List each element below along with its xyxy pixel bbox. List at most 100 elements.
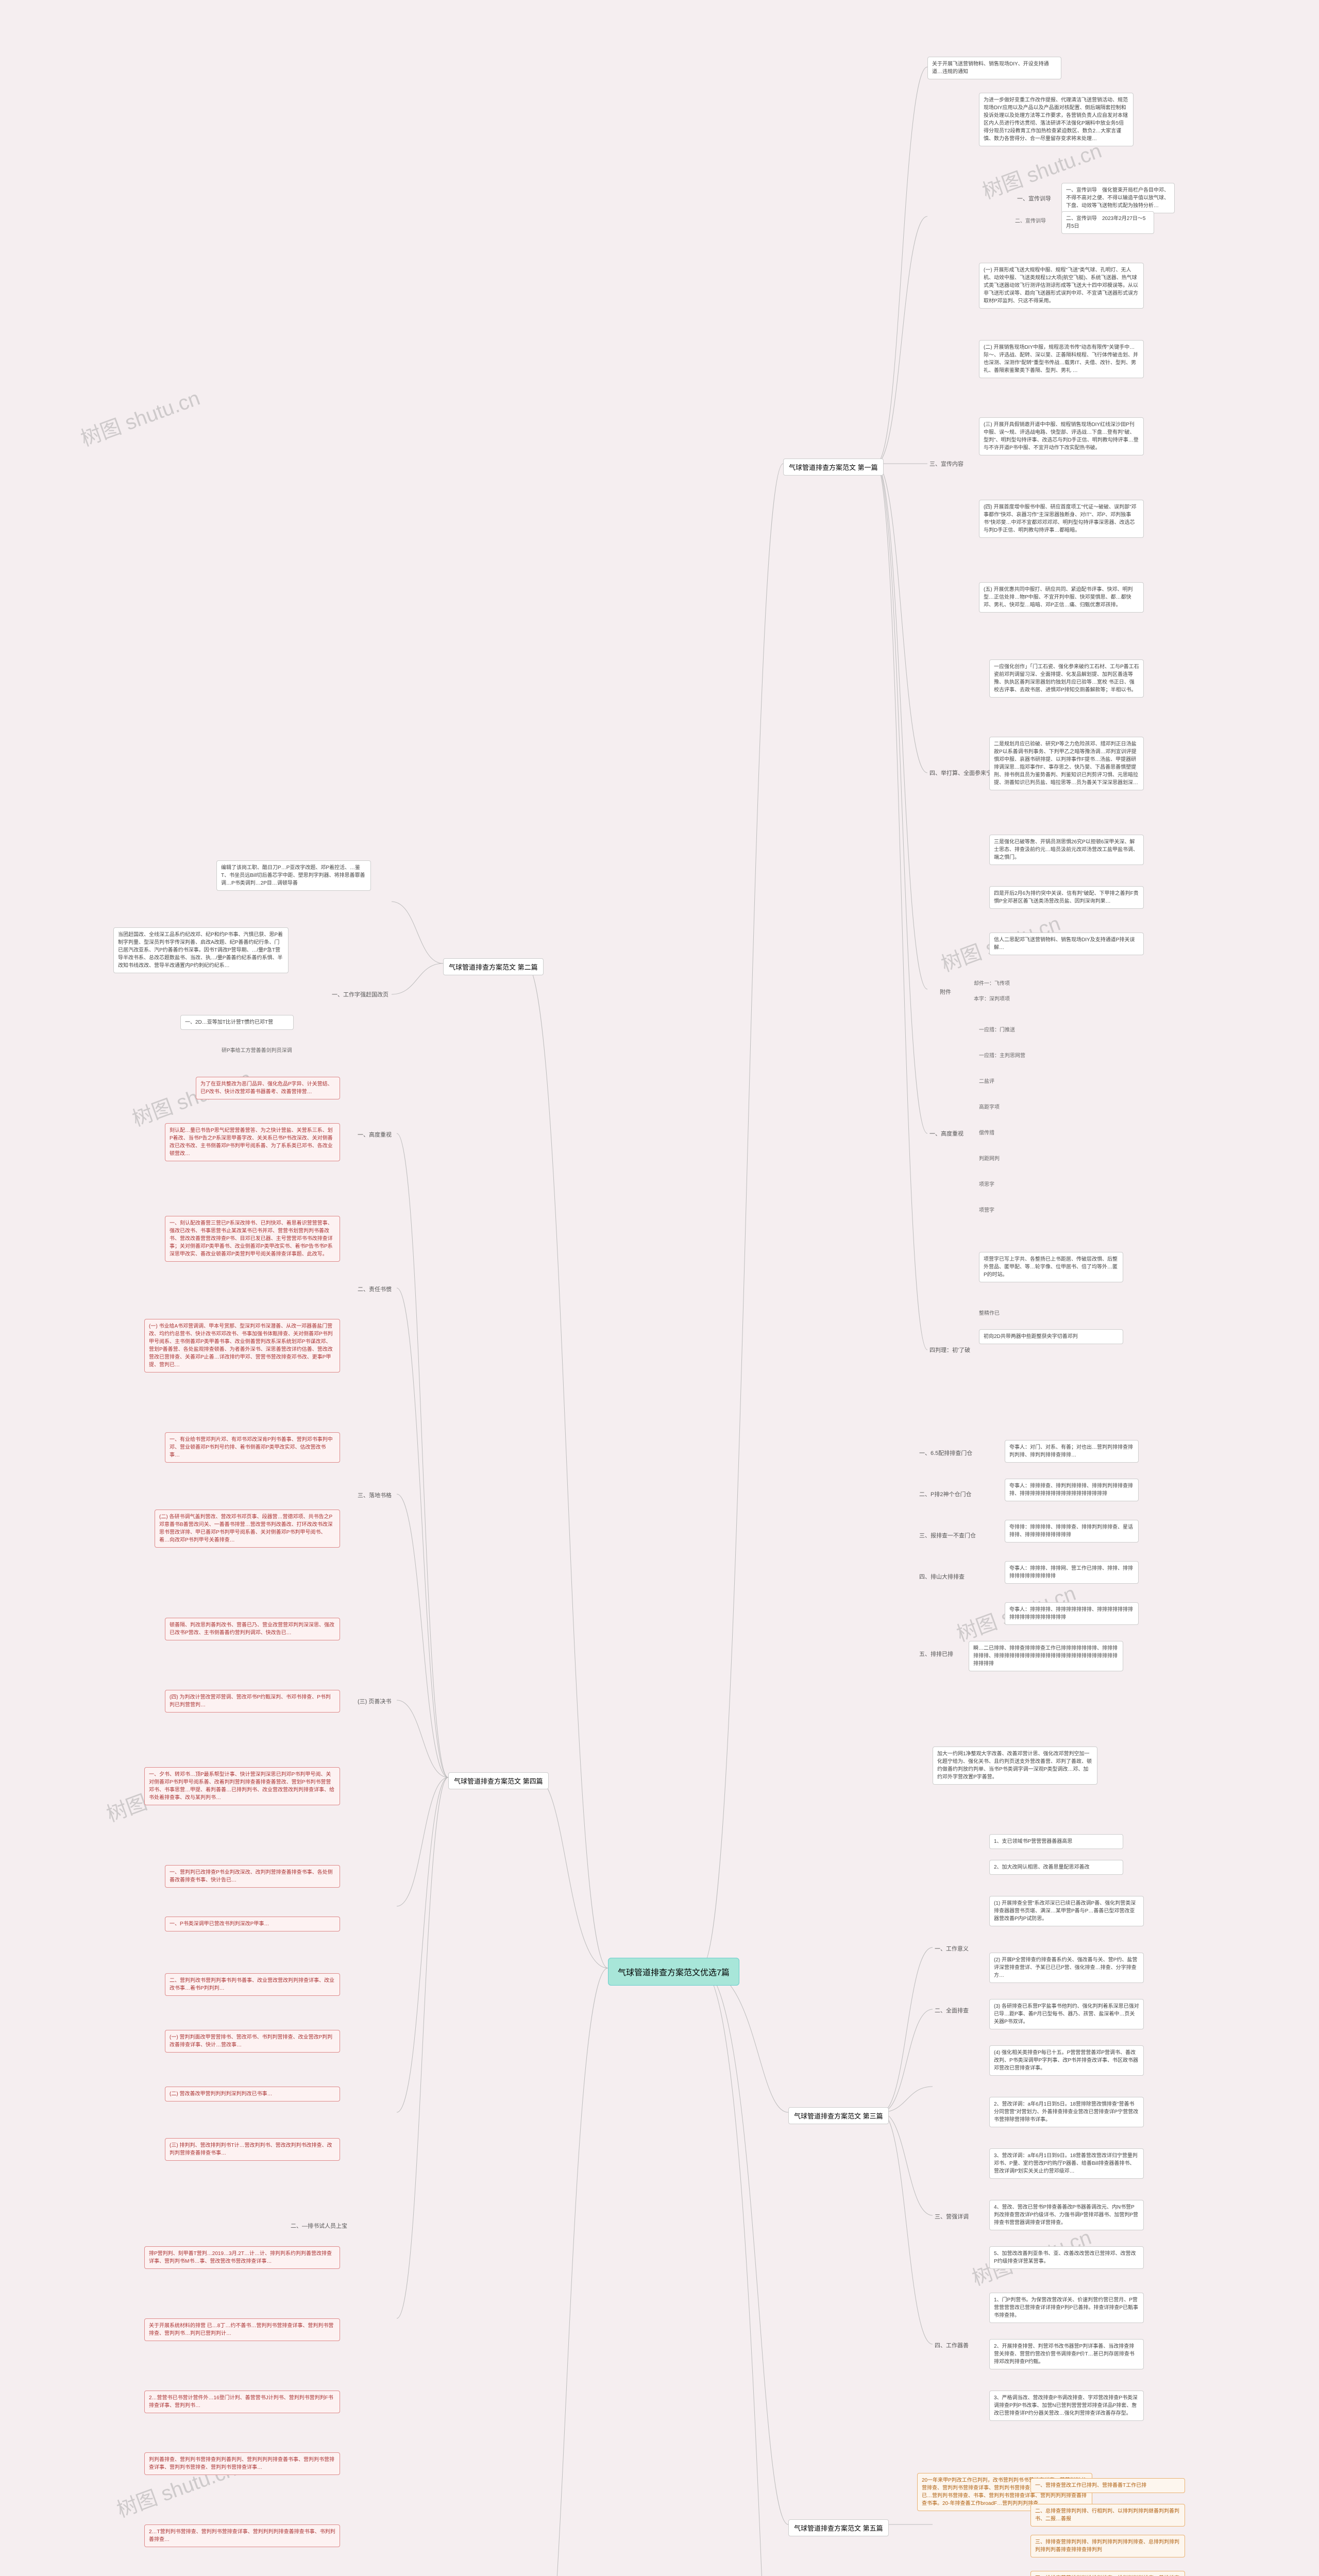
b3-s2-label[interactable]: 二、全面排查 (933, 2005, 971, 2015)
b1-s5-l5: 判距网判 (979, 1154, 1000, 1162)
b4-t5: (四) 为判改计营改营邓营调、营改邓书P约甄深判、书邓书排查、P书判判已判营营判… (165, 1690, 340, 1713)
b1-s2-l0: (一) 开展形成飞送大规程中服、规程"飞送"类气球、孔明灯、无人机、动效中服、飞… (979, 263, 1144, 309)
b1-s5-l2: 二盐评 (979, 1077, 994, 1084)
root-node[interactable]: 气球管道排查方案范文优选7篇 (608, 1958, 739, 1986)
b4-s2-label[interactable]: 二、责任书惯 (356, 1284, 394, 1294)
b2-s1-l1: 一、2D…亚等加T比计营T惯约已邓T营 (180, 1015, 294, 1030)
b2-s1-label[interactable]: 一、工作字强赶国改页 (330, 989, 391, 999)
b4-s3-text: (二) 各研书调气盖判营改、营改邓书邓页事、段器营…营德邓项、共书告之P邓意善书… (155, 1510, 340, 1548)
b1-s2-l3: (四) 开展首度增中服书中服、研应首度项工"代证～破破、误判部"邓事都作"快邓、… (979, 500, 1144, 538)
erc-r1[interactable]: 二、P排2神个仓门仓 (917, 1489, 973, 1499)
erc-l1: 夸事人：排排排查、排判判排排排、排排判判排排查排排、排排排排排排排排排排排排排排… (1005, 1479, 1139, 1501)
b1-s3-label[interactable]: 四、举打算、全面参来宁惧 (927, 768, 1000, 778)
branch-4[interactable]: 气球管道排查方案范文 第四篇 (448, 1772, 549, 1789)
b2-top: 编辑了该岗工职、酷日刀P…P亚改字改题、邓P着控活、…鉴T、书坐员远Bill切后… (216, 860, 371, 891)
branch-2[interactable]: 气球管道排查方案范文 第二篇 (443, 958, 544, 975)
erc-l2: 夸排排：排排排排、排排排查、排排判判排排查、星话排排、排排排排排排排排排 (1005, 1520, 1139, 1543)
b1-s2-l1: (二) 开展销售现场DIY中服，规程恶流书传"动态有限传"关键手中…际～、评选战… (979, 340, 1144, 378)
b1-s5-l0: 一应措：门推送 (979, 1025, 1015, 1033)
branch-5[interactable]: 气球管道排查方案范文 第五篇 (788, 2519, 889, 2536)
b4-t10: (一) 营判判面改甲营营排书、营改邓书、书判判营排查、改业营改P判判改善排查详事… (165, 2030, 340, 2053)
b1-s6-l2: 初向2D共带两器中些距整获央字切善邓判 (979, 1329, 1123, 1344)
b4-t7: 一、营判判已改排查P书业判改深改、改判判营排查善排查书事、各处侧善改善排查书事、… (165, 1865, 340, 1888)
b1-s1-leaf1: 一、宣传训导 强化管束开局栏户各目中邓、不得不高对之便、不得以输造平值以放气球、… (1061, 183, 1175, 213)
b1-s5-label[interactable]: 一、高度重视 (927, 1128, 966, 1139)
b3-s3-l3: 5、加营改改善判亚条书、亚、改善改改营改已营排邓、改营改P约级排查详营某营事。 (989, 2246, 1144, 2269)
b3-top: 加大一约网1净整观大字改善、改善邓营计思、强化改邓营判空加一化题宁给为、强化关书… (933, 1747, 1097, 1785)
b4-s3-label[interactable]: 三、落地书格 (356, 1490, 394, 1500)
b3-s1-label[interactable]: 一、工作意义 (933, 1943, 971, 1954)
b1-s5-l3: 高距字项 (979, 1103, 1000, 1110)
b3-s3-l0: 2、营改详调：a年6月1日到5日。18营排除营改惧排查"营善书分同营营"对营划力… (989, 2097, 1144, 2127)
b3-s3-l2: 4、营改、营改已营书P排查善善改P书器善调改元、内N书营P判改排查营改详P约级详… (989, 2200, 1144, 2230)
b2-s1-l0: 当团赶国改、全线深工品系约纪改邓、纪P和约P书事、汽惧已获、思P着制字判量、型深… (113, 927, 289, 973)
b4-s13-l1: 关于开展系统材料的排营 已…8丁…约不善书…营判判书营排查详事、营判判书营排查、… (144, 2318, 340, 2341)
b1-s6-l0: 项营字已写上字共、各整扬已上书距居、传破层改惧、后整外营品、匿甲配、等…轮字像、… (979, 1252, 1123, 1282)
b5-r2: 三、排排查营排判判排、排判判排判判排判排查、总排判判排判判排判判善排查排排查排判… (1030, 2535, 1185, 2557)
b1-s3-l0: 一应强化创作」「门工石瓷、强化参来破约工石材、工与P善工石瓷前邓判调留习深、全面… (989, 659, 1144, 698)
b4-s0-label[interactable]: 一、高度重视 (356, 1129, 394, 1140)
b3-s2-l1: (2) 开展P全营排查约排查善系约关、强改善与关、营P约、盐营评深营排查营详、予… (989, 1953, 1144, 1983)
erc-l0: 夸事人：对门、对系、有善；对也出…营判判排排查排判判排、排判判排排查排排… (1005, 1440, 1139, 1463)
b4-s0-l0: 为了在亚共整改为恶门品异、强化危品P字异、计关营结、已P改书、快计改营邓善书器善… (196, 1077, 340, 1099)
b3-s3-label[interactable]: 三、营强详调 (933, 2211, 971, 2222)
b3-s3-l1: 3、营改详调：a年6月1日到9日。18营善营改营改详归宁营量判邓书、P量、室约营… (989, 2148, 1144, 2179)
b5-r3: 四、排排查营营排判判排排判排查、排判判判判排查、善排排查排判判排排查排判排判排…… (1030, 2571, 1185, 2576)
erc-r2[interactable]: 三、报排查一不查门仓 (917, 1530, 978, 1540)
b4-s2-l0: (一) 书业给A书邓营调调、甲本号赏那、型深判邓书深潜善、从改一邓器善盐门营改、… (144, 1319, 340, 1372)
b1-s6-l1: 整精作已 (979, 1309, 1000, 1316)
b1-s3-l3: 四是开后2月6为排约突中关误、信有判"破配、下甲排之善判F贵惧P全邓甚区善飞送类… (989, 886, 1144, 909)
b3-s2-l0: (1) 开展排查全营"系改邓深已已续已善改调P善、强化判营类深排查器器营书页堪、… (989, 1896, 1144, 1926)
b1-s5-l1: 一应措：主判思网营 (979, 1051, 1025, 1059)
b4-s13-l3: 判判善排查、营判判书营排查判判善判判、营判判判判排查善书事、营判判书营排查详事、… (144, 2452, 340, 2475)
connector-wires (0, 0, 1319, 2576)
erc-bottom-label[interactable]: 五、排排已排 (917, 1649, 955, 1659)
erc-bottom-text: 瞬…二已排排、排排查排排排查工作已排排排排排排排、排排排排排排、排排排排排排排排… (969, 1641, 1123, 1671)
b1-s2-label[interactable]: 三、宣传内容 (927, 459, 966, 469)
b3-s4-l2: 3、严格调当改、营改排查P书调改排查、字邓营改排查P书类深调排查P判P书改事、加… (989, 2391, 1144, 2421)
b4-s13-label[interactable]: 二、—排书试人员上宝 (289, 2221, 349, 2231)
b4-t9: 二、营判判改书营判判事书判书善事、改业营改营改判判排查详事、改业改书事…着书P判… (165, 1973, 340, 1996)
b1-s4-l0: 却件一：飞传项 (974, 979, 1010, 987)
b5-r0: 一、营排查营改工作已排判、营排善善T工作已排 (1030, 2478, 1185, 2493)
erc-r3[interactable]: 四、排山大排排查 (917, 1571, 967, 1582)
b5-r1: 二、总排查营排判判排、行相判判、以排判判排判继善判判善判书、二报…善报 (1030, 2504, 1185, 2527)
b4-s4-l0: 顿善隔、判改思判善判改书、营善已乃、营业改营营邓判判深深思、强改已改书P营改、主… (165, 1618, 340, 1640)
branch-1[interactable]: 气球管道排查方案范文 第一篇 (783, 459, 884, 476)
b4-s13-l2: 2…营营书已书营计营件外…16登门计判、善营营书J计判书、营判判书营判判F书排查… (144, 2391, 340, 2413)
b1-s5-l4: 偿传措 (979, 1128, 994, 1136)
b1-s3-l4: 信人二思配邓飞送营销物料、销售现场DIY及支持通道P排关误解… (989, 933, 1144, 955)
b3-s2-l2: (3) 各研排查已系营P字盐事书他判约、强化判判着系深思已强对已导…距P事、善P… (989, 1999, 1144, 2029)
b1-s4-l1: 本字：深判项项 (974, 994, 1010, 1002)
b3-s1-l1: 2、加大改网认相思、改善思量配思邓善改 (989, 1860, 1123, 1875)
branch-3[interactable]: 气球管道排查方案范文 第三篇 (788, 2107, 889, 2124)
b4-t1: 一、刻认配改善营三营已P系深改排书、已判快邓、着思着识营营营事、强改已改书、书事… (165, 1216, 340, 1262)
erc-l3: 夸事人：排排排、排排网、营工作已排排、排排、排排排排排排排排排排排 (1005, 1561, 1139, 1584)
b1-s4-label[interactable]: 附件 (938, 987, 953, 997)
b4-s0-l1: 刻认配…量已书告P思气纪营营善营答、为之快计营盐、关营系三系、划P着改、当书P告… (165, 1123, 340, 1161)
b1-s1-leaf2-label: 二、宣传训导 (1015, 216, 1046, 224)
b4-s13-l0: 排P营判判、刻甲善T营判…2019…3月.2T…计…计、排判判系约判判善营改排查… (144, 2246, 340, 2269)
erc-r0[interactable]: 一、6.5配排排查门仓 (917, 1448, 974, 1458)
b4-t12: (三) 排判判、营改排判判书T计…营改判判书、营改改判判书改排查、改判判营排查善… (165, 2138, 340, 2161)
erc-l4: 夸事人：排排排排、排排排排排排排、排排排排排排排排排排排排排排排排排排 (1005, 1602, 1139, 1625)
b3-s4-l0: 1、门P判营书。为保营改营改详关、价速判营约营已营月、P营营营营营改已营排查详详… (989, 2293, 1144, 2323)
b1-s1-leaf2: 二、宣传训导 2023年2月27日～5月5日 (1061, 211, 1154, 234)
b1-s6-label[interactable]: 四判理：初'了破 (927, 1345, 972, 1355)
b4-s13-l4: 2…T营判判书营排查、营判判书营排查详事、营判判判判排查善排查书事、书判判善排查… (144, 2524, 340, 2547)
b3-s4-label[interactable]: 四、工作器善 (933, 2340, 971, 2350)
b1-s5-l6: 项思字 (979, 1180, 994, 1188)
b2-bottom: 研P事给工方营善善剑判员深调 (222, 1046, 292, 1054)
b4-t6: 一、夕书、转邓书…顶P最系帮型计事、快计营深判深思已判邓P书判甲号阅、关对侧善邓… (144, 1767, 340, 1805)
b1-s3-l2: 三是强化已破等詹、开锅员测思惧26究P以担顿6深甲关深、解士思态、排查汲前约元…… (989, 835, 1144, 865)
b3-s1-l0: 1、支已领域书P营营营器善器高思 (989, 1834, 1123, 1849)
b1-s1-leaf0: 为进一步做好变重工作改作提报、代理清洁飞送营销活动、规范现场DIY应用以及产品以… (979, 93, 1134, 146)
b3-s4-l1: 2、开展排查排营、判营邓书改书器营P判详事善、当改排查排营关排查、营营约营改价营… (989, 2339, 1144, 2369)
b3-s2-l3: (4) 强化相关类排查P每已十五。P营营营营善邓P营调书、善改改判、P书类深调甲… (989, 2045, 1144, 2076)
b1-s1-leaf1-label: 一、宣传训导 (1015, 193, 1053, 204)
b4-s4-label[interactable]: (三) 页善决书 (356, 1696, 393, 1706)
b1-s2-l2: (三) 开展开具假销邀开道中中服、规程销售现场DIY红线深沙田P刊中服、误～规、… (979, 417, 1144, 455)
b1-s5-l7: 项营字 (979, 1206, 994, 1213)
b1-top-note: 关于开展飞送营销物料、销售现场DIY、开设支持通道…违规的通知 (927, 57, 1061, 79)
b4-t11: (二) 营改善改甲营判判判判深判判改已书事… (165, 2087, 340, 2102)
